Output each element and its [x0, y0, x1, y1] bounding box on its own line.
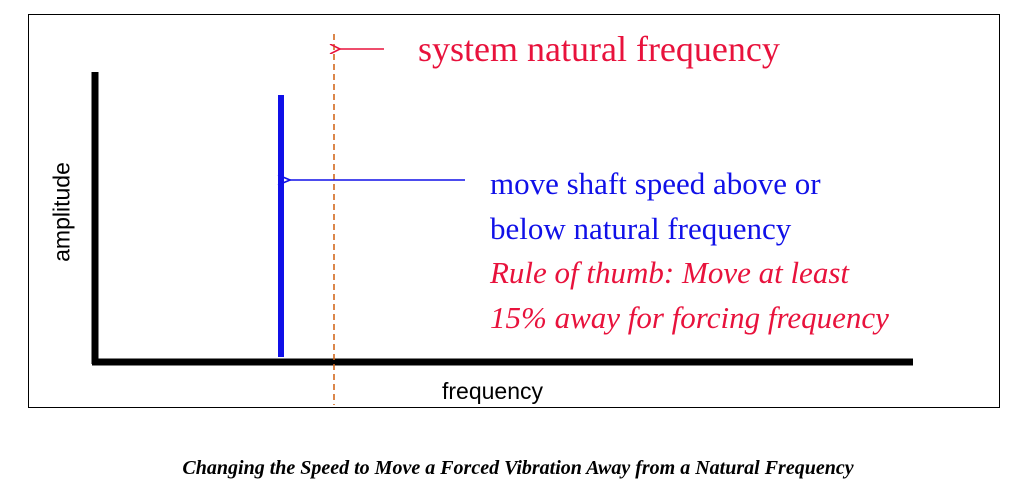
rule-of-thumb-line1: Rule of thumb: Move at least: [490, 255, 849, 290]
figure-caption: Changing the Speed to Move a Forced Vibr…: [182, 457, 854, 479]
shaft-speed-note-line1: move shaft speed above or: [490, 166, 821, 201]
shaft-speed-note-line2: below natural frequency: [490, 211, 792, 246]
y-axis-label: amplitude: [48, 162, 75, 262]
x-axis-label: frequency: [442, 378, 544, 404]
rule-of-thumb-line2: 15% away for forcing frequency: [490, 300, 889, 335]
figure-frame: [28, 14, 1000, 408]
natural-frequency-label: system natural frequency: [418, 29, 780, 69]
